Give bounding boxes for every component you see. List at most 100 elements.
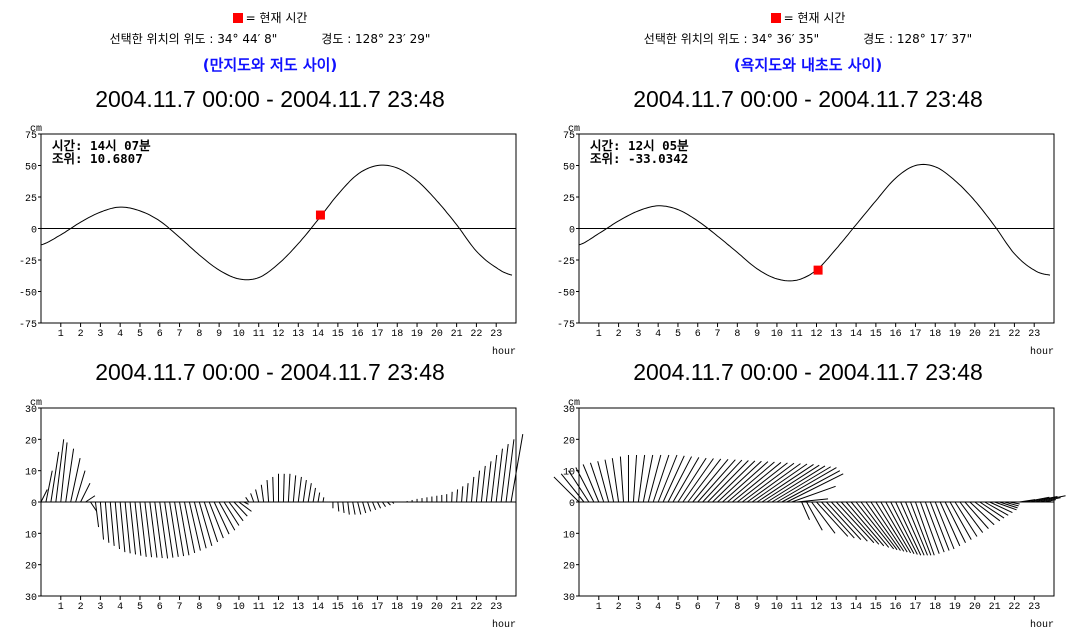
x-tick-label: 19: [411, 602, 423, 613]
coordinates: 선택한 위치의 위도 : 34° 36′ 35" 경도 : 128° 17′ 37…: [538, 30, 1078, 47]
current-vector-stick: [994, 501, 1017, 511]
legend-label: = 현재 시간: [783, 11, 846, 25]
current-vector-stick: [223, 501, 240, 526]
x-tick-label: 9: [754, 602, 760, 613]
x-tick-label: 14: [312, 329, 324, 340]
x-tick-label: 11: [791, 329, 803, 340]
current-time-marker: [315, 210, 325, 220]
y-tick-label: 10: [563, 468, 575, 479]
x-tick-label: 6: [157, 602, 163, 613]
current-vector-stick: [255, 489, 260, 503]
y-tick-label: -75: [557, 320, 575, 331]
current-vector-stick: [751, 463, 808, 503]
current-vector-stick: [470, 476, 475, 503]
current-vector-stick: [890, 501, 918, 555]
current-vector-stick: [746, 463, 801, 503]
current-vector-stick: [139, 501, 147, 557]
current-vector-stick: [781, 470, 841, 503]
x-tick-label: 10: [233, 329, 245, 340]
x-tick-label: 19: [411, 329, 423, 340]
y-tick-label: 50: [25, 163, 37, 174]
current-vector-stick: [347, 501, 350, 515]
x-tick-label: 23: [490, 329, 502, 340]
current-chart-title: 2004.11.7 00:00 - 2004.11.7 23:48: [633, 359, 983, 385]
y-tick-label: 20: [25, 562, 37, 573]
x-tick-label: 4: [655, 329, 661, 340]
x-tick-label: 2: [78, 602, 84, 613]
legend: = 현재 시간: [0, 9, 540, 26]
x-tick-label: 9: [216, 602, 222, 613]
current-vector-stick: [1009, 501, 1020, 505]
current-vector-stick: [637, 454, 646, 503]
x-tick-label: 14: [850, 602, 862, 613]
x-tick-label: 7: [715, 602, 721, 613]
current-vector-stick: [662, 455, 685, 503]
current-time-marker: [813, 265, 823, 275]
current-vector-stick: [835, 501, 875, 544]
current-vector-stick: [60, 442, 68, 503]
current-vector-stick: [984, 501, 1009, 516]
current-vector-stick: [771, 466, 831, 503]
current-vector-stick: [821, 501, 855, 539]
current-time-marker-icon: [232, 13, 243, 23]
current-vector-stick: [806, 501, 823, 531]
x-tick-label: 19: [949, 602, 961, 613]
y-tick-label: 10: [25, 530, 37, 541]
x-tick-label: 23: [1028, 329, 1040, 340]
current-vector-stick: [85, 495, 96, 503]
current-chart-title: 2004.11.7 00:00 - 2004.11.7 23:48: [95, 359, 445, 385]
current-vector-stick: [218, 501, 236, 531]
current-vector-stick: [90, 501, 98, 512]
current-vector-stick: [895, 501, 922, 556]
x-tick-label: 5: [675, 329, 681, 340]
y-tick-label: 25: [25, 194, 37, 205]
current-vector-stick: [169, 501, 179, 557]
x-tick-label: 13: [292, 329, 304, 340]
current-vector-stick: [114, 501, 121, 550]
info-level: 조위: -33.0342: [590, 151, 689, 166]
current-vector-stick: [65, 448, 75, 503]
x-tick-label: 1: [58, 602, 64, 613]
current-vector-stick: [352, 501, 356, 515]
current-vector-stick: [949, 501, 972, 540]
current-vector-stick: [124, 501, 131, 554]
current-vector-stick: [297, 476, 302, 503]
current-vector-stick: [910, 501, 932, 556]
current-vector-stick: [855, 501, 895, 550]
current-vector-stick: [317, 492, 321, 503]
y-tick-label: 20: [563, 562, 575, 573]
current-vector-stick: [604, 459, 615, 503]
x-tick-label: 3: [97, 329, 103, 340]
current-vector-stick: [582, 464, 600, 503]
current-vector-stick: [149, 501, 158, 558]
x-tick-label: 16: [352, 602, 364, 613]
current-vector-stick: [55, 439, 65, 503]
y-tick-label: -25: [19, 257, 37, 268]
y-tick-label: 0: [31, 499, 37, 510]
current-vector-stick: [198, 501, 213, 547]
y-tick-label: 20: [25, 436, 37, 447]
current-vector-stick: [905, 501, 928, 556]
current-vector-stick: [510, 434, 524, 503]
current-vector-stick: [959, 501, 984, 533]
info-time: 시간: 14시 07분: [52, 138, 151, 153]
current-vector-stick: [154, 501, 163, 559]
current-vector-stick: [811, 501, 836, 534]
current-vector-stick: [796, 498, 829, 503]
current-vector-stick: [164, 501, 174, 558]
x-tick-label: 10: [233, 602, 245, 613]
current-vector-stick: [174, 501, 185, 557]
current-vector-stick: [845, 501, 885, 547]
x-tick-label: 4: [117, 329, 123, 340]
current-vector-stick: [80, 482, 91, 503]
y-tick-label: 30: [25, 593, 37, 604]
x-tick-label: 21: [989, 329, 1001, 340]
x-tick-label: 4: [655, 602, 661, 613]
current-vector-stick: [611, 458, 620, 503]
info-time: 시간: 12시 05분: [590, 138, 689, 153]
y-tick-label: 0: [569, 226, 575, 237]
current-vector-stick: [245, 497, 250, 503]
current-vector-stick: [840, 501, 880, 545]
y-tick-label: 30: [25, 405, 37, 416]
